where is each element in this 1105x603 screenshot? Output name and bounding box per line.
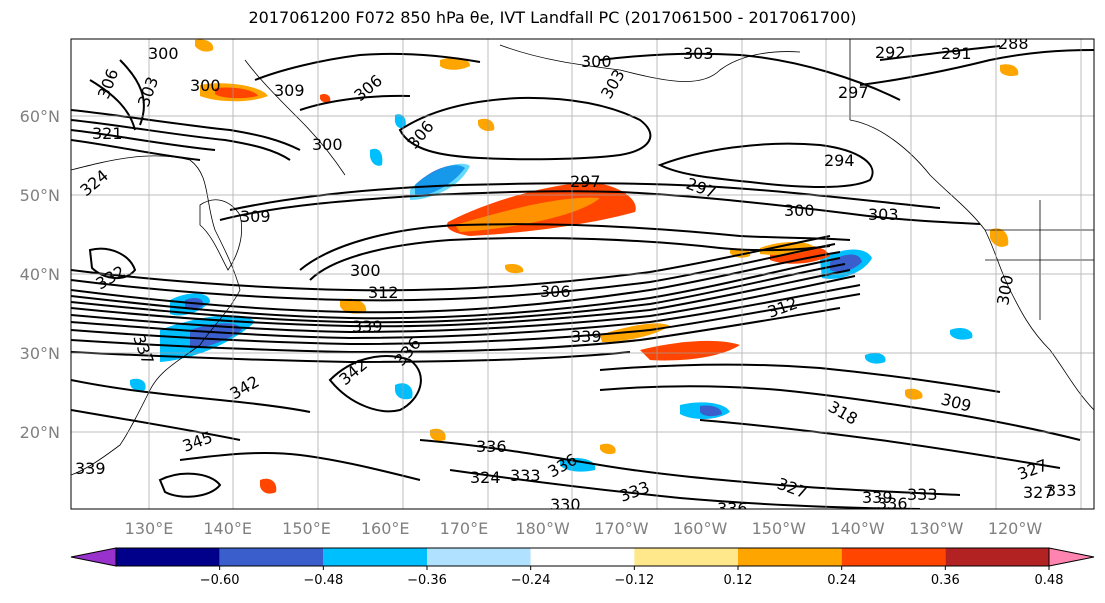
graticule	[71, 39, 1094, 509]
lon-label: 180°W	[515, 519, 570, 538]
contour-label: 300	[148, 44, 179, 63]
lon-label: 140°E	[203, 519, 252, 538]
colorbar-extend-low	[70, 547, 117, 567]
contour-label: 309	[274, 81, 305, 100]
contour-label: 303	[683, 44, 714, 63]
contour-label: 324	[470, 468, 501, 487]
lon-label: 130°E	[125, 519, 174, 538]
lon-label: 150°W	[752, 519, 807, 538]
contour-label: 303	[868, 205, 899, 224]
colorbar-frame	[115, 547, 1050, 567]
contour-label: 339	[352, 317, 383, 336]
contour-label: 306	[540, 282, 571, 301]
colorbar-segment	[219, 548, 324, 566]
contour-label: 333	[907, 485, 938, 504]
contour-label: 336	[877, 494, 908, 513]
map-title: 2017061200 F072 850 hPa θe, IVT Landfall…	[248, 8, 857, 27]
contour-label: 339	[862, 488, 893, 507]
contour-label: 300	[312, 135, 343, 154]
lat-label: 30°N	[20, 344, 60, 363]
contour-label: 292	[875, 43, 906, 62]
contour-label: 333	[510, 466, 541, 485]
lon-label: 160°E	[361, 519, 410, 538]
contour-label: 336	[476, 437, 507, 456]
colorbar-tick-label: 0.48	[1035, 573, 1064, 588]
contour-label: 288	[998, 34, 1029, 53]
colorbar-tick-label: 0.24	[827, 573, 856, 588]
map-plot-area: 300 306 303 300 309 321 324 300 306 303 …	[71, 34, 1094, 518]
colorbar-segment	[841, 548, 946, 566]
contour-label: 297	[570, 172, 601, 191]
lon-label: 150°E	[282, 519, 331, 538]
colorbar: −0.60 −0.48 −0.36 −0.24 −0.12 0.12 0.24 0.36 0.4…	[70, 547, 1095, 588]
map-frame	[70, 38, 1095, 510]
lon-label: 160°W	[673, 519, 728, 538]
contour-label: 297	[838, 83, 869, 102]
contour-label: 294	[824, 151, 855, 170]
colorbar-segment	[530, 548, 635, 566]
lat-label: 20°N	[20, 423, 60, 442]
lon-label: 170°W	[594, 519, 649, 538]
contour-label: 321	[92, 124, 123, 143]
colorbar-tick-label: 0.12	[724, 573, 753, 588]
colorbar-tick-label: −0.24	[511, 573, 551, 588]
contour-label: 300	[581, 52, 612, 71]
lat-label: 40°N	[20, 265, 60, 284]
lat-label: 50°N	[20, 186, 60, 205]
contour-label: 339	[75, 459, 106, 478]
colorbar-tick-label: −0.12	[614, 573, 654, 588]
colorbar-segment	[116, 548, 220, 566]
lon-label: 140°W	[830, 519, 885, 538]
colorbar-tick-label: −0.48	[303, 573, 343, 588]
contour-label: 312	[368, 283, 399, 302]
contour-label: 333	[1046, 481, 1077, 500]
contour-label: 300	[784, 201, 815, 220]
contour-label: 330	[550, 495, 581, 514]
contour-label: 291	[941, 44, 972, 63]
colorbar-extend-high	[1048, 547, 1095, 567]
contour-label: 327	[1023, 483, 1054, 502]
contour-label: 300	[350, 261, 381, 280]
colorbar-segment	[427, 548, 531, 566]
colorbar-tick-label: −0.60	[200, 573, 240, 588]
latitude-labels: 60°N 50°N 40°N 30°N 20°N	[20, 107, 60, 442]
contour-lines	[71, 45, 1094, 509]
colorbar-tick-label: 0.36	[931, 573, 960, 588]
colorbar-segment	[323, 548, 427, 566]
lon-label: 130°W	[909, 519, 964, 538]
contour-label: 309	[240, 207, 271, 226]
lon-label: 120°W	[988, 519, 1043, 538]
contour-label: 339	[571, 327, 602, 346]
colorbar-segment	[945, 548, 1049, 566]
colorbar-tick-label: −0.36	[407, 573, 447, 588]
colorbar-segment	[738, 548, 842, 566]
contour-label: 300	[190, 76, 221, 95]
contour-label: 336	[717, 499, 748, 518]
longitude-labels: 130°E 140°E 150°E 160°E 170°E 180°W 170°…	[125, 519, 1043, 538]
lon-label: 170°E	[440, 519, 489, 538]
colorbar-segment	[634, 548, 738, 566]
lat-label: 60°N	[20, 107, 60, 126]
